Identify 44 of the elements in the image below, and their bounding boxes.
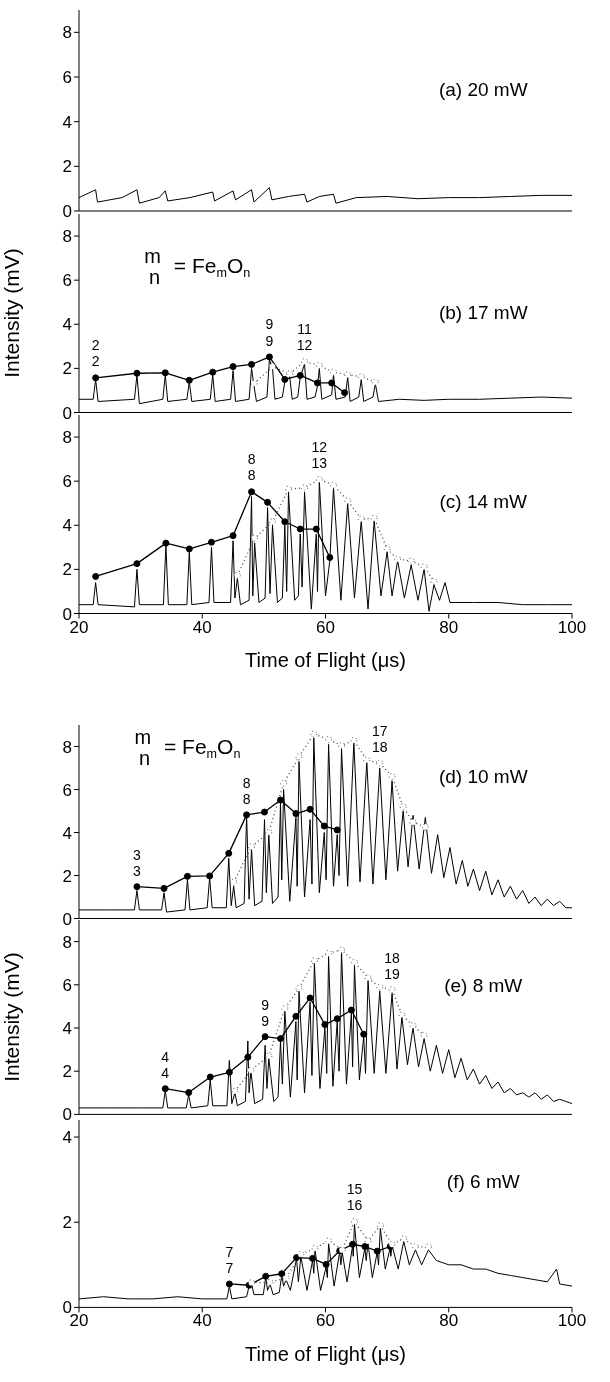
y-tick-label: 8 <box>62 737 72 757</box>
y-tick-label: 4 <box>62 1019 73 1039</box>
y-axis-title: Intensity (mV) <box>0 952 24 1082</box>
y-tick-label: 2 <box>62 358 72 378</box>
y-tick-label: 6 <box>62 975 73 995</box>
y-tick-label: 4 <box>62 314 72 334</box>
x-tick-label: 40 <box>192 1311 212 1331</box>
x-tick-label: 60 <box>316 1311 335 1331</box>
y-tick-label: 6 <box>62 471 72 491</box>
y-tick-label: 8 <box>62 932 73 952</box>
y-tick-label: 0 <box>62 1105 73 1125</box>
y-tick-label: 6 <box>62 780 72 800</box>
x-tick-label: 40 <box>192 617 212 637</box>
annotation: (d) 10 mW <box>438 766 528 789</box>
annotation: (b) 17 mW <box>438 301 528 324</box>
y-tick-label: 0 <box>62 909 72 929</box>
x-axis-title: Time of Flight (μs) <box>245 1343 406 1367</box>
annotation: (c) 14 mW <box>439 490 528 513</box>
y-tick-label: 4 <box>62 1128 73 1148</box>
y-tick-label: 8 <box>62 23 72 43</box>
y-tick-label: 8 <box>62 427 72 447</box>
y-tick-label: 8 <box>62 226 72 246</box>
y-tick-label: 4 <box>62 112 72 132</box>
y-tick-label: 2 <box>62 1062 73 1082</box>
annotation: (a) 20 mW <box>438 79 528 102</box>
x-tick-label: 60 <box>316 617 335 637</box>
y-tick-label: 2 <box>62 559 72 579</box>
x-tick-label: 80 <box>439 1311 459 1331</box>
x-axis-title: Time of Flight (μs) <box>245 649 406 672</box>
x-tick-label: 100 <box>557 617 587 637</box>
y-tick-label: 2 <box>62 866 72 886</box>
y-tick-label: 0 <box>62 202 72 222</box>
x-tick-label: 80 <box>439 617 459 637</box>
y-tick-label: 2 <box>62 157 72 177</box>
y-tick-label: 6 <box>62 68 72 88</box>
y-axis-title: Intensity (mV) <box>0 247 24 378</box>
y-tick-label: 6 <box>62 270 72 290</box>
y-tick-label: 4 <box>62 823 72 843</box>
annotation: (e) 8 mW <box>444 975 523 998</box>
y-tick-label: 0 <box>62 403 72 423</box>
y-tick-label: 2 <box>62 1213 73 1233</box>
x-tick-label: 100 <box>557 1311 587 1331</box>
annotation: (f) 6 mW <box>446 1170 520 1193</box>
y-tick-label: 4 <box>62 515 72 535</box>
